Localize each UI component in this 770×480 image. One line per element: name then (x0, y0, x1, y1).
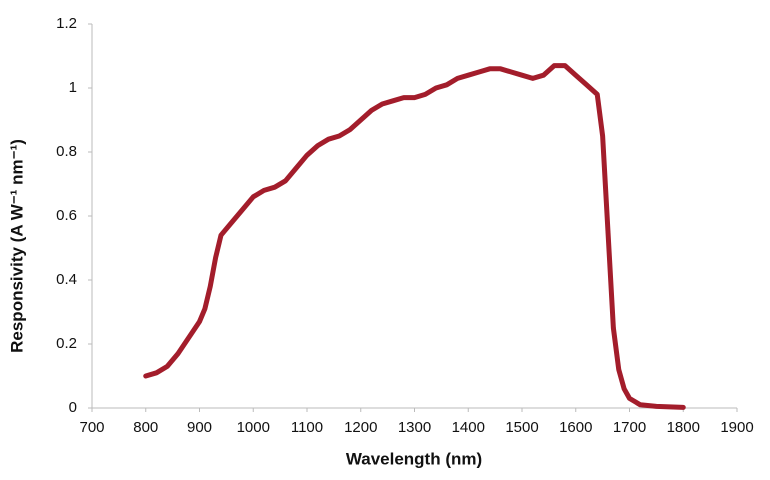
y-tick-label: 0.4 (56, 271, 77, 288)
x-tick-label: 700 (79, 419, 104, 436)
y-axis-title: Responsivity (A W⁻¹ nm⁻¹) (7, 139, 26, 353)
x-tick-label: 1800 (667, 419, 700, 436)
x-tick-label: 800 (133, 419, 158, 436)
x-tick-label: 1600 (559, 419, 592, 436)
y-tick-label: 0.8 (56, 143, 77, 160)
x-axis-title: Wavelength (nm) (346, 449, 482, 468)
x-tick-label: 1900 (720, 419, 753, 436)
x-tick-label: 1400 (452, 419, 485, 436)
x-tick-label: 1100 (291, 419, 323, 436)
y-tick-label: 1 (69, 79, 77, 96)
y-tick-label: 1.2 (56, 15, 77, 32)
x-tick-label: 1300 (398, 419, 431, 436)
y-tick-label: 0.6 (56, 207, 77, 224)
x-tick-label: 1200 (344, 419, 377, 436)
y-tick-label: 0 (69, 399, 77, 416)
x-tick-label: 1000 (237, 419, 270, 436)
y-tick-label: 0.2 (56, 335, 77, 352)
x-tick-label: 1700 (613, 419, 646, 436)
line-series (143, 63, 686, 410)
x-tick-label: 900 (187, 419, 212, 436)
x-tick-label: 1500 (505, 419, 538, 436)
